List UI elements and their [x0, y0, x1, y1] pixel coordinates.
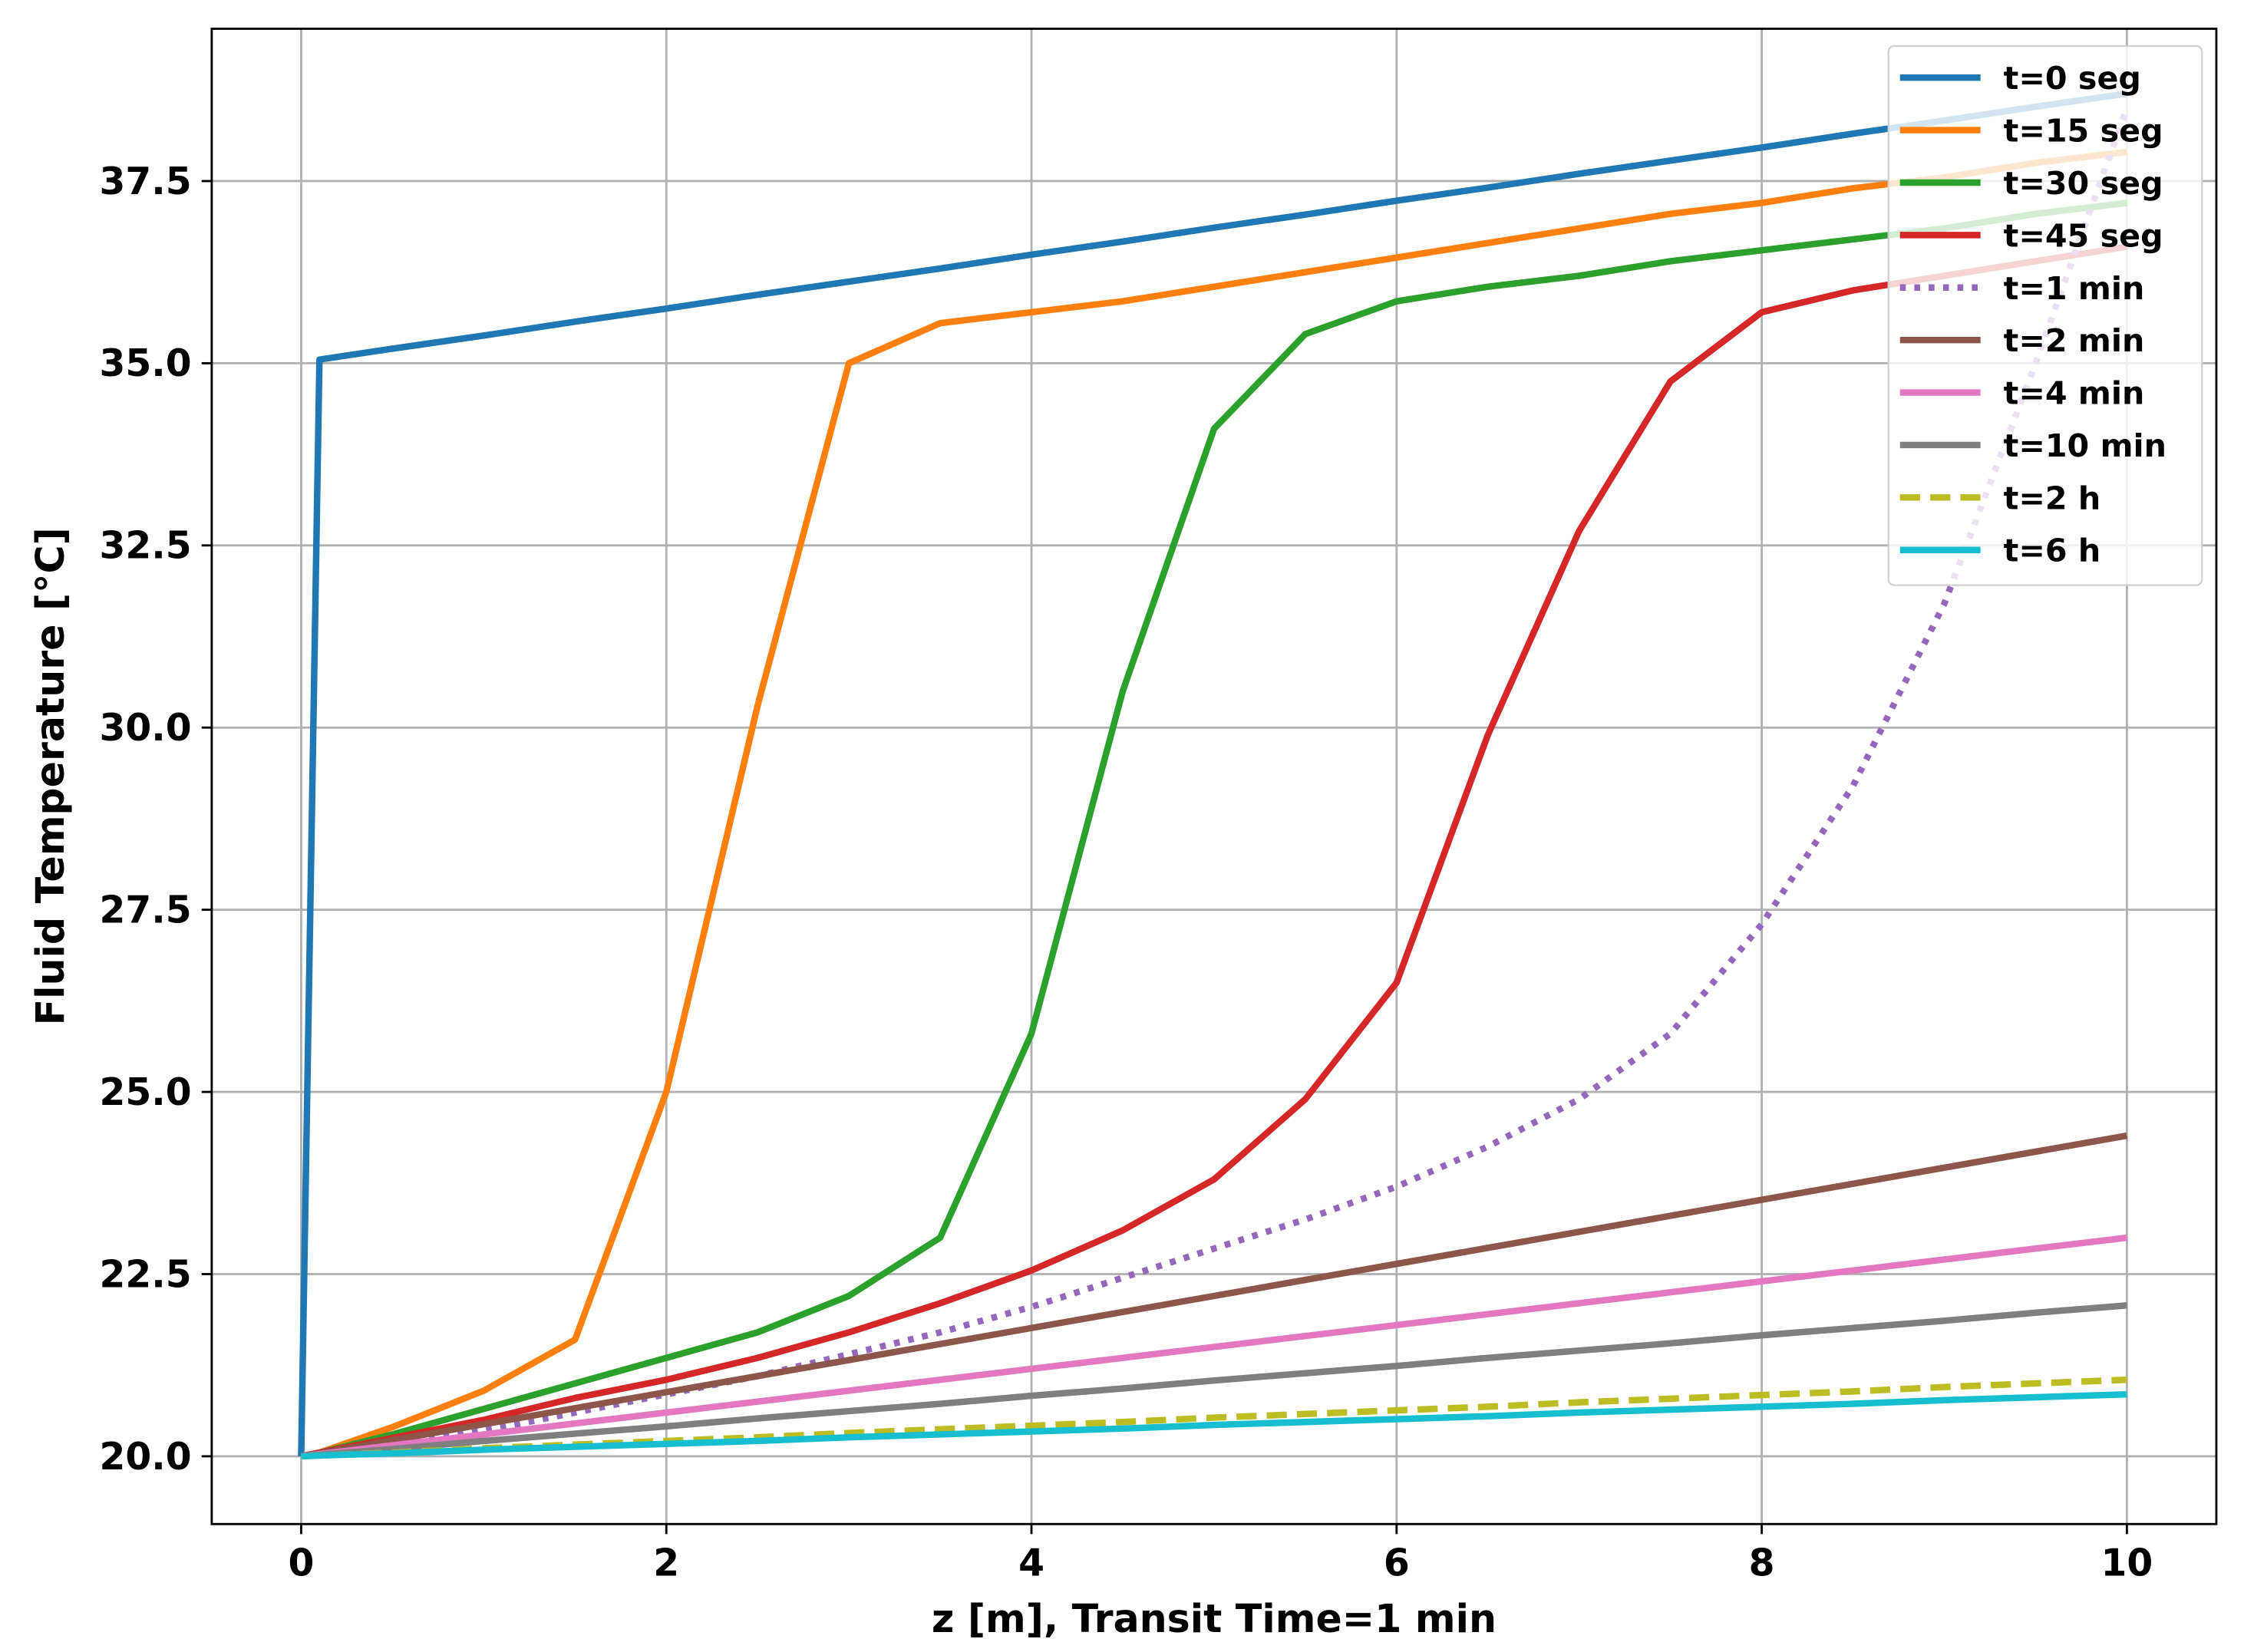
plot-frame	[210, 28, 2218, 1525]
y-tick-label: 37.5	[99, 160, 191, 203]
series-line	[300, 199, 2127, 1460]
legend-label: t=10 min	[2004, 427, 2166, 464]
series-line	[300, 1132, 2128, 1460]
legend: t=0 seg t=15 seg t=30 seg t=45 seg t=1 min t=…	[1887, 45, 2203, 586]
x-tick-label: 2	[653, 1542, 679, 1585]
x-tick-label: 10	[2101, 1542, 2153, 1585]
legend-label: t=2 min	[2004, 322, 2145, 359]
series-line	[300, 107, 2130, 1460]
y-tick-label: 25.0	[99, 1071, 191, 1114]
plot-lines	[298, 90, 2130, 1460]
series-line	[300, 148, 2127, 1460]
legend-label: t=6 h	[2004, 533, 2101, 569]
x-tick-label: 4	[1018, 1542, 1044, 1585]
legend-label: t=45 seg	[2004, 217, 2163, 254]
grid	[211, 28, 2216, 1525]
legend-label: t=1 min	[2004, 270, 2145, 307]
x-tick-label: 8	[1749, 1542, 1775, 1585]
legend-label: t=4 min	[2004, 375, 2145, 412]
series-line	[301, 1390, 2127, 1460]
series-line	[298, 90, 2127, 1456]
legend-label: t=30 seg	[2004, 165, 2163, 202]
y-tick-label: 20.0	[99, 1436, 191, 1479]
series-line	[300, 243, 2128, 1460]
y-tick-label: 22.5	[99, 1253, 191, 1296]
x-axis-label: z [m], Transit Time=1 min	[932, 1596, 1497, 1641]
ticks: 0 2 4 6 8 10 20.0 22.5 25.0 27.5 30.0 32.5 35.0 37.5	[99, 160, 2153, 1585]
x-tick-label: 0	[289, 1542, 315, 1585]
y-tick-label: 30.0	[99, 707, 191, 750]
y-tick-label: 35.0	[99, 342, 191, 385]
y-axis-label: Fluid Temperature [°C]	[28, 527, 73, 1025]
legend-label: t=15 seg	[2004, 113, 2163, 150]
y-tick-label: 32.5	[99, 525, 191, 568]
legend-label: t=0 seg	[2004, 60, 2141, 97]
legend-label: t=2 h	[2004, 480, 2101, 516]
series-line	[301, 1302, 2127, 1460]
x-tick-label: 6	[1384, 1542, 1410, 1585]
y-tick-label: 27.5	[99, 889, 191, 932]
series-line	[300, 1234, 2127, 1460]
